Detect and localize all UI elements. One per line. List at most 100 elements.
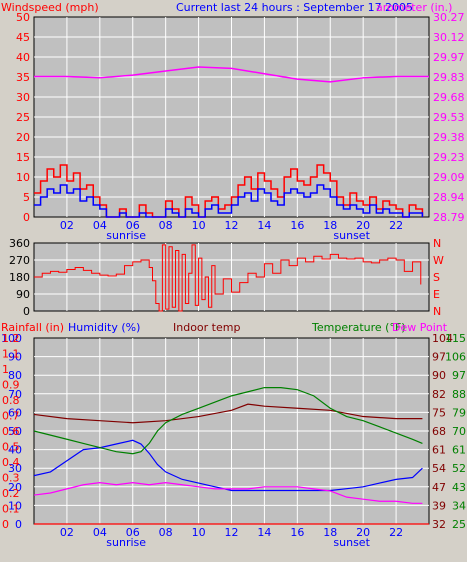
temperature-tick-label: 43	[452, 481, 466, 494]
x-tick-label: 16	[290, 219, 304, 232]
rainfall-tick-label: 0.4	[2, 456, 20, 469]
x-tick-label: 10	[192, 219, 206, 232]
temperature-axis-label: Temperature (°F)	[311, 321, 406, 334]
x-tick-label: 22	[389, 219, 403, 232]
x-tick-label: 18	[323, 526, 337, 539]
temperature-tick-label: 88	[452, 388, 466, 401]
windspeed-tick-label: 30	[16, 91, 30, 104]
humidity-tick-label: 0	[15, 518, 22, 531]
x-tick-label: 14	[257, 526, 271, 539]
barometer-axis-label: arometer (in.)	[376, 1, 452, 14]
rainfall-tick-label: 1	[2, 363, 9, 376]
x-tick-label: 10	[192, 526, 206, 539]
compass-tick-label: W	[433, 254, 444, 267]
barometer-tick-label: 30.27	[433, 11, 465, 24]
indoor-temp-tick-label: 97	[432, 351, 446, 364]
x-tick-label: 14	[257, 219, 271, 232]
indoor-temp-tick-label: 39	[432, 499, 446, 512]
windspeed-tick-label: 20	[16, 131, 30, 144]
indoor-temp-label: Indoor temp	[173, 321, 240, 334]
temperature-tick-label: 52	[452, 462, 466, 475]
temperature-tick-label: 25	[452, 518, 466, 531]
humidity-tick-label: 100	[1, 332, 22, 345]
rainfall-tick-label: 0.5	[2, 441, 20, 454]
x-tick-label: 06	[126, 526, 140, 539]
indoor-temp-tick-label: 68	[432, 425, 446, 438]
windspeed-tick-label: 50	[16, 11, 30, 24]
sunset-label: sunset	[333, 229, 370, 242]
barometer-tick-label: 28.79	[433, 211, 465, 224]
windspeed-axis-label: Windspeed (mph)	[1, 1, 99, 14]
direction-tick-label: 0	[23, 305, 30, 318]
windspeed-tick-label: 45	[16, 31, 30, 44]
x-tick-label: 16	[290, 526, 304, 539]
windspeed-tick-label: 10	[16, 171, 30, 184]
humidity-tick-label: 50	[8, 425, 22, 438]
chart-panels: 0510152025303540455028.7928.9429.0929.23…	[1, 11, 466, 549]
humidity-series-line	[33, 439, 423, 492]
humidity-tick-label: 40	[8, 444, 22, 457]
x-tick-label: 22	[389, 526, 403, 539]
direction-series-line	[34, 244, 422, 312]
indoor-temp-tick-label: 104	[432, 332, 453, 345]
sunrise-label: sunrise	[106, 536, 146, 549]
rainfall-tick-label: 0	[2, 518, 9, 531]
compass-tick-label: S	[433, 271, 440, 284]
x-tick-label: 20	[356, 526, 370, 539]
x-tick-label: 04	[93, 219, 107, 232]
temperature-series-line	[33, 387, 423, 455]
temperature-tick-label: 70	[452, 425, 466, 438]
x-tick-label: 04	[93, 526, 107, 539]
barometer-tick-label: 29.23	[433, 151, 465, 164]
x-tick-label: 08	[159, 526, 173, 539]
direction-tick-label: 360	[9, 237, 30, 250]
direction-tick-label: 270	[9, 254, 30, 267]
rainfall-tick-label: 0.9	[2, 379, 20, 392]
compass-tick-label: E	[433, 288, 440, 301]
wind-avg-series-line	[34, 184, 424, 218]
indoor-temp-tick-label: 54	[432, 462, 446, 475]
windspeed-tick-label: 5	[23, 191, 30, 204]
rainfall-tick-label: 0.8	[2, 394, 20, 407]
barometer-tick-label: 29.97	[433, 51, 465, 64]
rainfall-tick-label: 0.2	[2, 487, 20, 500]
barometer-tick-label: 30.12	[433, 31, 465, 44]
direction-tick-label: 180	[9, 271, 30, 284]
humidity-tick-label: 20	[8, 481, 22, 494]
indoor-temp-tick-label: 75	[432, 406, 446, 419]
x-tick-label: 08	[159, 219, 173, 232]
rainfall-tick-label: 0.6	[2, 425, 20, 438]
windspeed-tick-label: 35	[16, 71, 30, 84]
indoor-series-line	[33, 403, 423, 424]
dewpoint-axis-label: Dew Point	[392, 321, 448, 334]
temperature-tick-label: 97	[452, 369, 466, 382]
barometer-tick-label: 29.38	[433, 131, 465, 144]
rainfall-tick-label: 0.3	[2, 472, 20, 485]
humidity-tick-label: 70	[8, 388, 22, 401]
rainfall-axis-label: Rainfall (in)	[1, 321, 64, 334]
rainfall-tick-label: 0.7	[2, 410, 20, 423]
windspeed-tick-label: 0	[23, 211, 30, 224]
compass-tick-label: N	[433, 237, 441, 250]
barometer-series-line	[34, 66, 429, 83]
barometer-tick-label: 29.68	[433, 91, 465, 104]
rainfall-tick-label: 1.2	[2, 332, 20, 345]
sunrise-label: sunrise	[106, 229, 146, 242]
humidity-axis-label: Humidity (%)	[68, 321, 140, 334]
humidity-tick-label: 60	[8, 406, 22, 419]
direction-tick-label: 90	[16, 288, 30, 301]
humidity-tick-label: 30	[8, 462, 22, 475]
barometer-tick-label: 29.83	[433, 71, 465, 84]
windspeed-tick-label: 40	[16, 51, 30, 64]
indoor-temp-tick-label: 47	[432, 481, 446, 494]
temperature-tick-label: 79	[452, 406, 466, 419]
wind-gust-series-line	[34, 164, 424, 218]
temperature-tick-label: 34	[452, 499, 466, 512]
x-tick-label: 02	[60, 219, 74, 232]
x-tick-label: 06	[126, 219, 140, 232]
x-tick-label: 12	[225, 219, 239, 232]
temperature-tick-label: 106	[445, 351, 466, 364]
temperature-tick-label: 61	[452, 444, 466, 457]
humidity-tick-label: 90	[8, 351, 22, 364]
